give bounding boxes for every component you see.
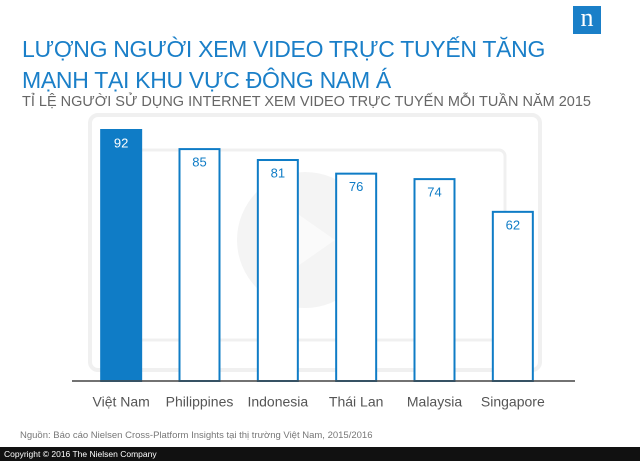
data-label: 92	[114, 135, 128, 150]
chart-subtitle: TỈ LỆ NGƯỜI SỬ DỤNG INTERNET XEM VIDEO T…	[22, 94, 591, 110]
bar	[100, 129, 143, 382]
chart-title: LƯỢNG NGƯỜI XEM VIDEO TRỰC TUYẾN TĂNG MẠ…	[22, 36, 546, 93]
data-label: 81	[271, 165, 285, 180]
bar	[335, 172, 378, 382]
logo: n	[573, 5, 601, 34]
data-label: 76	[349, 179, 363, 194]
x-tick-label: Việt Nam	[93, 394, 150, 410]
x-tick-label: Thái Lan	[329, 394, 383, 410]
data-label: 62	[506, 217, 520, 232]
x-tick-label: Malaysia	[407, 394, 462, 410]
bar	[256, 159, 299, 382]
x-tick-label: Philippines	[166, 394, 234, 410]
x-tick-label: Singapore	[481, 394, 545, 410]
data-label: 85	[192, 155, 206, 170]
data-label: 74	[427, 185, 441, 200]
bar	[491, 210, 534, 382]
bar	[413, 178, 456, 382]
video-player-watermark	[88, 113, 542, 372]
x-tick-label: Indonesia	[247, 394, 308, 410]
bar	[178, 148, 221, 382]
source-note: Nguồn: Báo cáo Nielsen Cross-Platform In…	[20, 430, 373, 441]
copyright: Copyright © 2016 The Nielsen Company	[0, 447, 640, 461]
